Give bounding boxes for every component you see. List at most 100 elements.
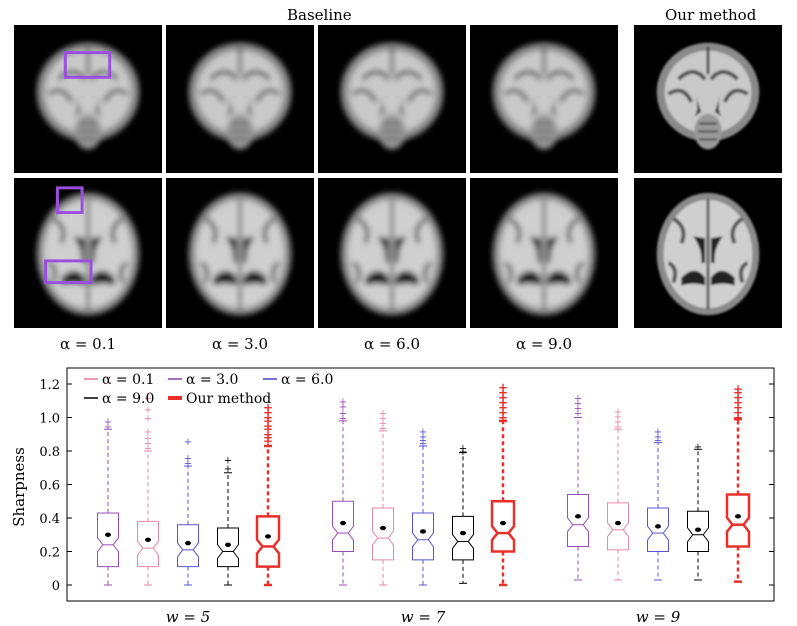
outlier-marker: + xyxy=(379,419,387,430)
mean-marker xyxy=(735,514,741,519)
axial-slice-alpha-6.0 xyxy=(318,178,466,328)
outlier-marker: + xyxy=(379,408,387,419)
outlier-marker: + xyxy=(144,393,152,404)
outlier-marker: + xyxy=(498,385,508,399)
outlier-marker: + xyxy=(184,437,192,448)
outlier-marker: + xyxy=(339,402,347,413)
outlier-marker: + xyxy=(263,434,273,448)
mean-marker xyxy=(695,527,701,532)
highlight-box xyxy=(63,51,112,79)
box-w = 5-α = 0.1: +++++++ xyxy=(137,393,159,586)
box-body xyxy=(490,500,516,553)
box-w = 9-α = 9.0: + xyxy=(687,442,709,581)
y-axis-label: Sharpness xyxy=(10,447,28,527)
mean-marker xyxy=(340,520,346,526)
outlier-marker: + xyxy=(574,398,582,409)
outlier-marker: + xyxy=(694,442,702,453)
box-body xyxy=(97,512,119,568)
outlier-marker: + xyxy=(498,400,508,414)
outlier-marker: + xyxy=(379,414,387,425)
outlier-marker: + xyxy=(144,434,152,445)
outlier-marker: + xyxy=(104,417,112,428)
coronal-slice-alpha-9.0 xyxy=(470,25,618,173)
box-body xyxy=(725,493,751,548)
mean-marker xyxy=(265,534,271,539)
outlier-marker: + xyxy=(733,395,743,409)
box-w = 9-Our method: +++++++ xyxy=(725,382,751,583)
mean-marker xyxy=(380,525,386,531)
legend-label: α = 6.0 xyxy=(281,372,333,388)
box-w = 7-α = 3.0: ++++ xyxy=(332,397,354,586)
alpha-label-9.0: α = 9.0 xyxy=(515,335,573,353)
box-body xyxy=(372,507,394,561)
alpha-label-3.0: α = 3.0 xyxy=(211,335,269,353)
legend-label: α = 0.1 xyxy=(102,372,154,388)
legend-label: α = 9.0 xyxy=(102,391,154,407)
box-body xyxy=(177,524,199,568)
baseline-header: Baseline xyxy=(287,6,352,24)
coronal-slice-alpha-6.0 xyxy=(318,25,466,173)
box-w = 5-Our method: +++++++++ xyxy=(255,400,281,587)
outlier-marker: + xyxy=(263,427,273,441)
outlier-marker: + xyxy=(614,407,622,418)
outlier-marker: + xyxy=(498,411,508,425)
x-group-label: w = 5 xyxy=(166,608,211,626)
y-tick-label: 0.2 xyxy=(39,546,60,561)
box-w = 7-α = 9.0: ++ xyxy=(452,444,474,584)
outlier-marker: + xyxy=(733,405,743,419)
mean-marker xyxy=(420,529,426,534)
outlier-marker: + xyxy=(263,431,273,445)
mean-marker xyxy=(460,530,466,536)
y-tick-label: 0.6 xyxy=(39,479,60,494)
axial-slice-alpha-9.0 xyxy=(470,178,618,328)
coronal-slice-alpha-0.1 xyxy=(14,25,162,173)
outlier-marker: + xyxy=(419,435,427,446)
outlier-marker: + xyxy=(733,411,743,425)
alpha-label-0.1: α = 0.1 xyxy=(59,335,117,353)
outlier-marker: + xyxy=(419,427,427,438)
outlier-marker: + xyxy=(498,395,508,409)
box-body xyxy=(255,515,281,568)
outlier-marker: + xyxy=(144,405,152,416)
coronal-slice-our-method xyxy=(634,25,782,173)
outlier-marker: + xyxy=(339,414,347,425)
box-w = 9-α = 6.0: +++ xyxy=(647,427,669,581)
outlier-marker: + xyxy=(614,422,622,433)
outlier-marker: + xyxy=(574,403,582,414)
outlier-marker: + xyxy=(339,408,347,419)
mean-marker xyxy=(145,537,151,542)
mean-marker xyxy=(500,520,506,526)
box-body xyxy=(607,502,629,551)
y-tick-label: 1.0 xyxy=(39,412,60,427)
outlier-marker: + xyxy=(733,385,743,399)
outlier-marker: + xyxy=(224,464,232,475)
outlier-marker: + xyxy=(574,393,582,404)
mean-marker xyxy=(575,514,581,519)
outlier-marker: + xyxy=(733,400,743,414)
outlier-marker: + xyxy=(263,422,273,436)
outlier-marker: + xyxy=(263,419,273,433)
outlier-marker: + xyxy=(339,397,347,408)
outlier-marker: + xyxy=(379,424,387,435)
box-body xyxy=(137,520,159,568)
outlier-marker: + xyxy=(184,454,192,465)
legend-label: Our method xyxy=(186,391,271,407)
outlier-marker: + xyxy=(419,439,427,450)
y-tick-label: 1.2 xyxy=(39,378,60,393)
outlier-marker: + xyxy=(144,439,152,450)
box-w = 9-α = 3.0: ++++ xyxy=(567,393,589,581)
outlier-marker: + xyxy=(263,405,273,419)
box-body xyxy=(647,507,669,552)
y-tick-label: 0.8 xyxy=(39,445,60,460)
axial-slice-alpha-3.0 xyxy=(166,178,314,328)
axial-slice-our-method xyxy=(634,178,782,328)
alpha-label-6.0: α = 6.0 xyxy=(363,335,421,353)
outlier-marker: + xyxy=(498,405,508,419)
mean-marker xyxy=(105,532,111,537)
outlier-marker: + xyxy=(733,390,743,404)
y-tick-label: 0 xyxy=(52,579,60,594)
box-w = 7-α = 6.0: ++++ xyxy=(412,427,434,586)
mean-marker xyxy=(185,540,191,546)
coronal-slice-alpha-3.0 xyxy=(166,25,314,173)
boxes: ++++++++++++++++++++++++++++++++++++++++… xyxy=(97,380,751,587)
